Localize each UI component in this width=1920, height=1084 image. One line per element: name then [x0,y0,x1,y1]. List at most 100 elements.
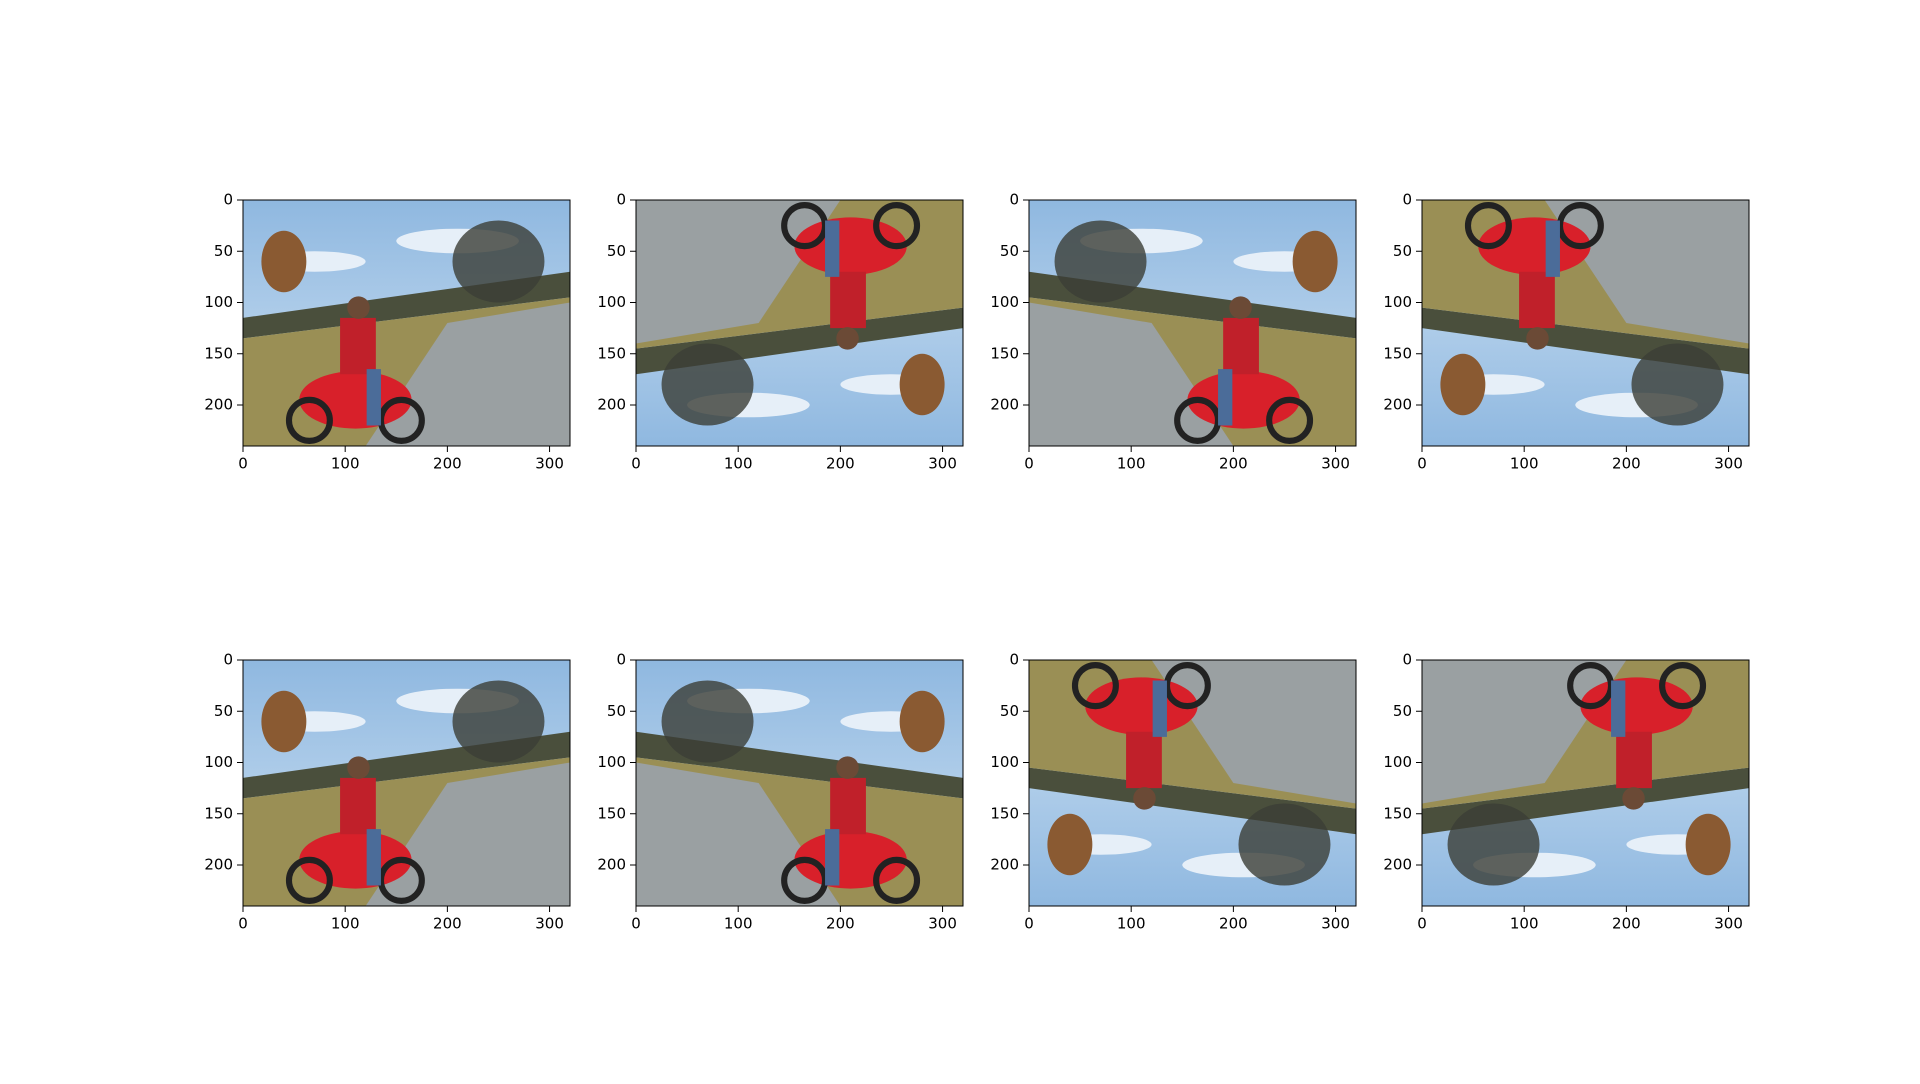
bush [1685,813,1731,876]
x-tick-label: 200 [826,455,855,473]
axes-frame [242,659,571,907]
wheel [285,856,333,904]
image-content [636,200,963,446]
image [1422,660,1749,906]
x-tick-label: 0 [1417,455,1427,473]
bush [1440,353,1486,416]
image [1422,200,1749,446]
y-tick-label: 150 [1383,344,1412,362]
bush [899,690,945,753]
wheel [1266,396,1314,444]
y-tick-label: 150 [204,804,233,822]
rider [1616,731,1652,789]
head [836,327,859,350]
y-tick-label: 150 [204,344,233,362]
y-tick-label: 200 [597,856,626,874]
y-tick-label: 150 [597,344,626,362]
x-tick-label: 200 [1219,455,1248,473]
x-tick-label: 200 [433,455,462,473]
y-tick-label: 200 [204,396,233,414]
rider [1223,317,1259,375]
head [1133,787,1156,810]
x-tick-label: 0 [238,455,248,473]
x-tick-label: 200 [826,915,855,933]
y-tick-label: 150 [597,804,626,822]
x-tick-label: 300 [1714,455,1743,473]
tree [1054,220,1147,303]
x-tick-label: 100 [1510,915,1539,933]
rider [830,271,866,329]
x-tick-label: 300 [928,455,957,473]
x-tick-label: 200 [1612,455,1641,473]
x-tick-label: 300 [535,455,564,473]
wheel [1659,662,1707,710]
image [243,200,570,446]
head [1229,296,1252,319]
image [1029,200,1356,446]
image-content [243,200,570,446]
y-tick-label: 100 [990,293,1019,311]
y-tick-label: 100 [1383,753,1412,771]
legs [1218,369,1233,426]
y-tick-label: 50 [607,242,626,260]
image-content [1029,660,1356,906]
y-tick-label: 100 [204,293,233,311]
x-tick-label: 100 [724,455,753,473]
bush [261,230,307,293]
x-tick-label: 100 [331,915,360,933]
x-tick-label: 100 [1117,455,1146,473]
legs [1152,680,1167,737]
y-tick-label: 100 [204,753,233,771]
tree [661,680,754,763]
y-tick-label: 50 [214,702,233,720]
x-tick-label: 0 [238,915,248,933]
legs [1611,680,1626,737]
y-tick-label: 200 [597,396,626,414]
bush [261,690,307,753]
axes-frame [1421,659,1750,907]
x-tick-label: 100 [1117,915,1146,933]
tree [1238,803,1331,886]
x-tick-label: 0 [631,915,641,933]
y-tick-label: 200 [1383,396,1412,414]
x-tick-label: 200 [1219,915,1248,933]
y-tick-label: 50 [214,242,233,260]
y-tick-label: 0 [223,651,233,669]
axes-frame [1421,199,1750,447]
tree [452,220,545,303]
x-tick-label: 300 [1321,915,1350,933]
legs [825,829,840,886]
x-tick-label: 0 [631,455,641,473]
y-tick-label: 100 [990,753,1019,771]
axes-frame [1028,659,1357,907]
y-tick-label: 0 [1009,651,1019,669]
y-tick-label: 200 [990,396,1019,414]
y-tick-label: 50 [1000,702,1019,720]
y-tick-label: 100 [597,753,626,771]
tree [1631,343,1724,426]
rider [1519,271,1555,329]
image-content [636,660,963,906]
image [1029,660,1356,906]
legs [825,220,840,277]
head [347,756,370,779]
x-tick-label: 200 [433,915,462,933]
y-tick-label: 150 [990,804,1019,822]
x-tick-label: 300 [928,915,957,933]
rider [340,777,376,835]
bush [899,353,945,416]
legs [366,369,381,426]
y-tick-label: 0 [1009,191,1019,209]
image-content [243,660,570,906]
rider [340,317,376,375]
y-tick-label: 100 [1383,293,1412,311]
tree [1447,803,1540,886]
y-tick-label: 200 [1383,856,1412,874]
y-tick-label: 0 [1402,191,1412,209]
x-tick-label: 300 [1714,915,1743,933]
legs [366,829,381,886]
y-tick-label: 0 [1402,651,1412,669]
rider [830,777,866,835]
tree [452,680,545,763]
